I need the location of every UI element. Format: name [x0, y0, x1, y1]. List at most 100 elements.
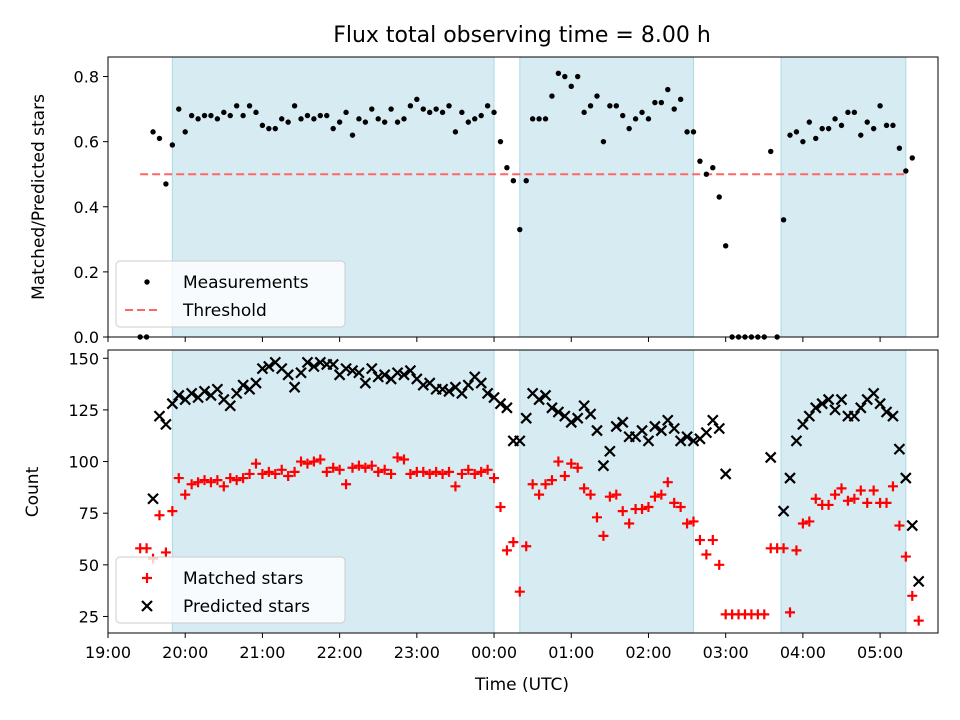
measurement-point [645, 116, 652, 122]
measurement-point [227, 112, 233, 119]
measurement-point [221, 109, 227, 116]
predicted-star-point [250, 377, 262, 389]
count-axes-frame [107, 349, 939, 634]
matched-star-point [900, 551, 911, 562]
matched-star-point [913, 615, 924, 626]
predicted-star-point [642, 435, 655, 447]
matched-star-point [778, 543, 789, 554]
y-tick-label: 0.4 [74, 198, 99, 217]
measurement-point [317, 112, 324, 119]
matched-star-point [347, 462, 358, 473]
measurement-point [291, 103, 298, 109]
x-tick-label: 03:00 [703, 643, 749, 662]
shaded-interval [519, 349, 695, 634]
matched-star-point [289, 466, 300, 477]
measurement-point [819, 125, 825, 132]
predicted-star-point [790, 435, 803, 447]
matched-star-point [836, 483, 847, 494]
measurement-point [407, 103, 414, 109]
measurement-point [594, 93, 600, 99]
chart-title: Flux total observing time = 8.00 h [333, 23, 711, 48]
predicted-star-point [604, 445, 616, 457]
matched-star-point [662, 477, 673, 488]
predicted-star-point [591, 424, 603, 437]
measurement-point [639, 109, 645, 116]
y-tick-label: 0.0 [74, 328, 99, 347]
measurement-point [240, 112, 246, 119]
matched-star-point [617, 506, 628, 517]
x-tick-label: 23:00 [394, 643, 440, 662]
measurement-point [362, 119, 369, 125]
predicted-star-point [700, 426, 713, 439]
measurement-point [433, 106, 439, 112]
predicted-star-point [867, 387, 880, 400]
measurement-point [201, 112, 208, 119]
predicted-star-point [661, 414, 674, 427]
predicted-star-point [546, 402, 558, 414]
predicted-star-point [494, 397, 507, 410]
measurement-point [845, 109, 851, 116]
predicted-star-point [655, 424, 668, 437]
matched-star-point [469, 468, 480, 479]
matched-star-point [180, 489, 191, 500]
measurement-point [632, 116, 639, 122]
measurement-point [903, 168, 909, 174]
predicted-star-point [224, 399, 237, 412]
predicted-star-point [893, 443, 906, 455]
y-tick-label: 150 [68, 349, 99, 368]
measurement-point [613, 103, 619, 109]
matched-star-point [566, 458, 577, 469]
matched-star-point [842, 495, 853, 506]
legend-matched-marker [142, 573, 152, 583]
predicted-star-point [784, 472, 796, 484]
measurement-point [832, 116, 838, 122]
predicted-star-point [874, 397, 886, 410]
matched-star-point [785, 607, 796, 618]
matched-star-point [321, 466, 332, 477]
predicted-star-point [533, 393, 545, 406]
measurement-point [259, 122, 266, 129]
predicted-star-point [855, 402, 867, 414]
matched-star-point [508, 537, 519, 548]
measurement-point [858, 132, 864, 138]
predicted-star-point [314, 356, 327, 369]
measurement-point [427, 109, 433, 116]
measurement-point [330, 125, 336, 132]
predicted-star-point [707, 414, 719, 427]
predicted-star-point [475, 377, 487, 389]
matched-star-point [186, 479, 197, 490]
predicted-star-point [282, 369, 294, 381]
measurement-point [813, 135, 819, 142]
predicted-star-point [764, 451, 777, 464]
predicted-star-point [327, 358, 339, 371]
measurement-point [253, 109, 259, 116]
matched-star-point [463, 464, 474, 475]
predicted-star-point [777, 505, 790, 517]
measurement-point [658, 99, 665, 106]
predicted-star-point [636, 424, 648, 437]
predicted-star-point [829, 404, 841, 416]
predicted-star-point [263, 360, 275, 373]
measurement-point [710, 164, 716, 171]
measurement-point [491, 109, 497, 116]
matched-star-point [212, 475, 223, 486]
matched-star-point [386, 468, 397, 479]
measurement-point [156, 135, 163, 142]
matched-star-point [154, 510, 165, 521]
y-tick-label: 100 [68, 453, 99, 472]
measurement-point [195, 116, 201, 122]
matched-star-point [759, 609, 770, 620]
matched-star-point [656, 489, 667, 500]
measurement-point [607, 103, 613, 109]
x-tick-label: 21:00 [239, 643, 285, 662]
x-tick-label: 05:00 [857, 643, 903, 662]
predicted-star-point [674, 435, 687, 447]
matched-star-point [231, 475, 242, 486]
legend-predicted-marker [141, 600, 153, 612]
measurement-point [182, 129, 188, 135]
matched-star-point [476, 466, 487, 477]
predicted-star-point [436, 383, 449, 396]
x-tick-label: 19:00 [85, 643, 131, 662]
matched-star-point [591, 512, 602, 523]
count-panel: 25 50 75 100 125 150 19:00 20:00 21:00 22:00 23:0… [23, 349, 939, 695]
